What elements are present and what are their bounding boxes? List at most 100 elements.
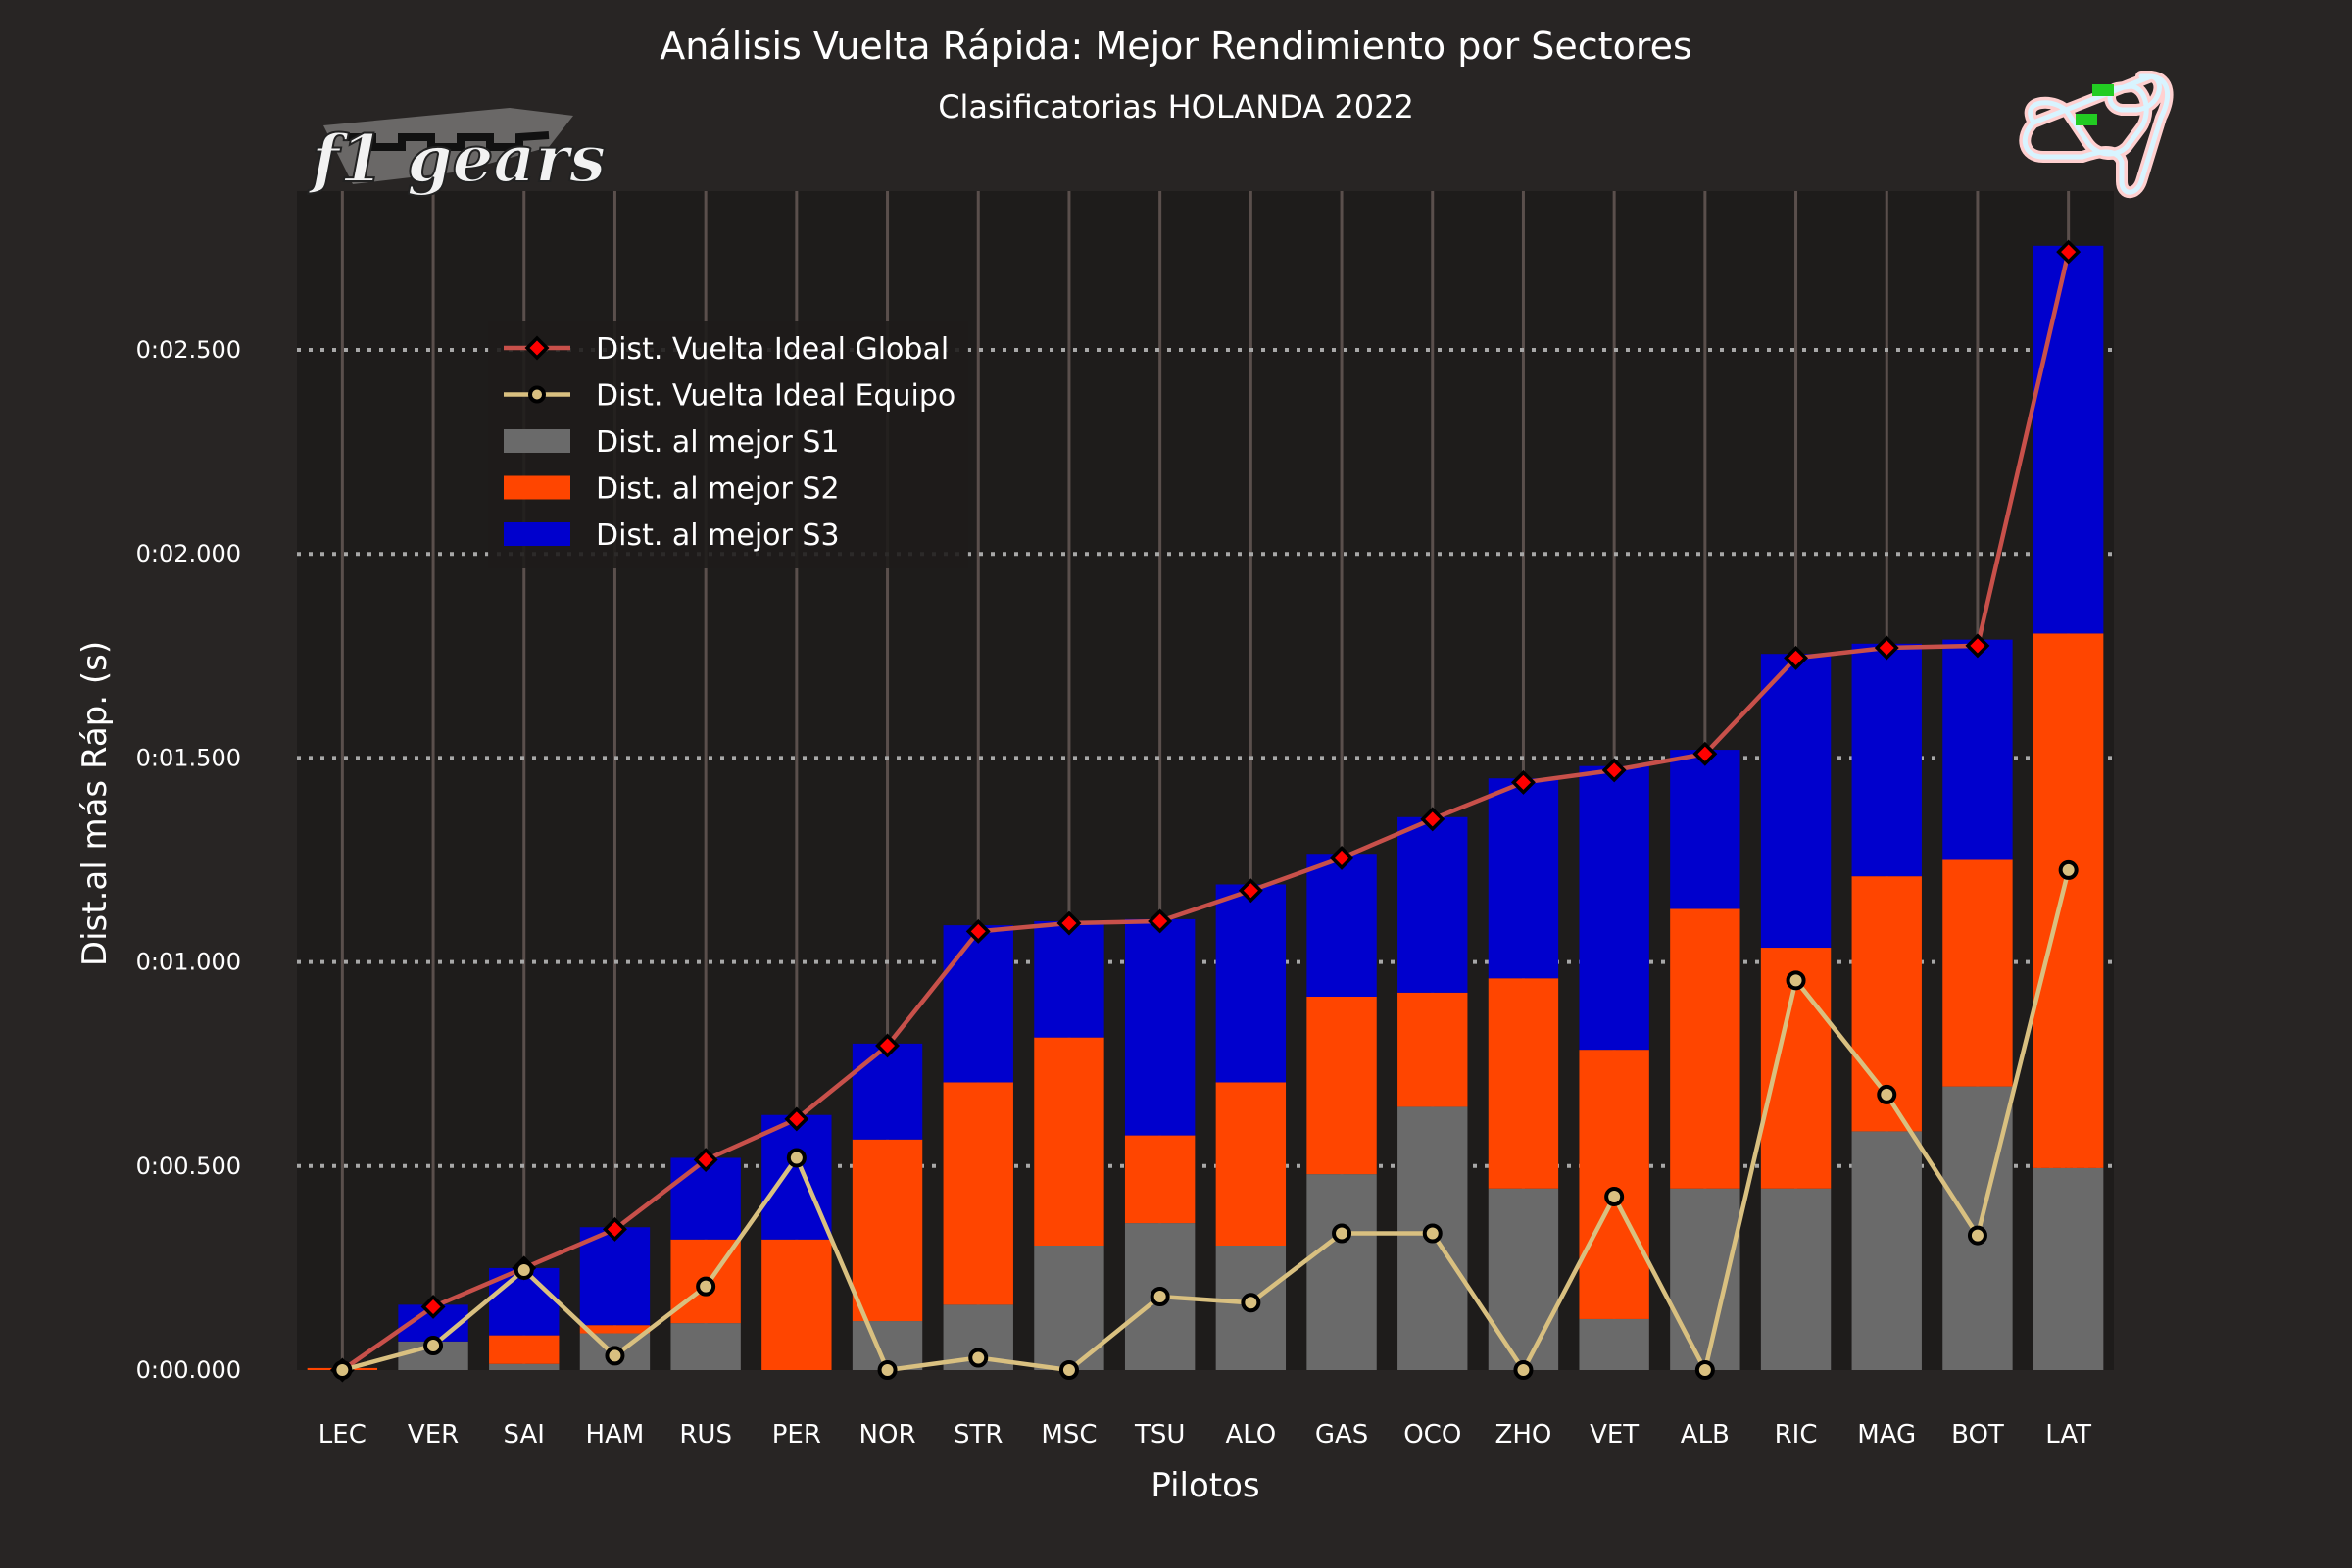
marker-team-vet [1604,1187,1625,1207]
marker-team-mag [1877,1084,1897,1104]
line-team-ideal [341,869,2071,1377]
bar-ric-s1 [1760,1188,1832,1370]
marker-global-alo [1238,878,1263,904]
legend-marker-global-ideal [524,335,550,361]
bar-zho-s1 [1488,1188,1559,1370]
x-tick-label-sai: SAI [504,1420,545,1449]
x-axis-label: Pilotos [1151,1466,1259,1505]
bar-per-s3 [761,1114,832,1240]
y-tick-label-3: 0:01.500 [136,744,241,771]
bar-sai-s2 [489,1335,560,1364]
bar-tsu-s2 [1124,1135,1196,1224]
track-layout-icon [2019,71,2174,199]
bar-alb-s1 [1670,1188,1740,1370]
y-tick-label-0: 0:00.000 [136,1356,241,1384]
bar-nor-s2 [852,1139,923,1322]
x-tick-label-nor: NOR [859,1420,916,1449]
legend: Dist. Vuelta Ideal Global Dist. Vuelta Id… [488,321,968,568]
x-tick-label-alb: ALB [1681,1420,1730,1449]
bar-zho-s2 [1488,978,1559,1189]
legend-label-team-ideal: Dist. Vuelta Ideal Equipo [596,379,956,414]
svg-text:f1 gears: f1 gears [308,121,606,197]
legend-marker-team-ideal [528,385,546,404]
bar-bot-s3 [1942,639,2013,860]
x-axis-ticks: LEC VER SAI HAM RUS PER NOR STR MSC TSU ALO GAS OCO Z… [318,1420,2091,1449]
marker-global-ric [1784,645,1809,670]
legend-label-s3: Dist. al mejor S3 [596,518,840,553]
marker-global-gas [1329,845,1354,870]
y-axis-ticks: 0:00.000 0:00.500 0:01.000 0:01.500 0:02.000… [136,336,241,1384]
marker-global-per [784,1106,809,1132]
bar-gas-s2 [1306,996,1377,1175]
marker-global-alb [1692,741,1718,766]
x-tick-label-zho: ZHO [1495,1420,1552,1449]
stacked-bars [307,245,2104,1370]
bar-oco-s3 [1397,816,1468,993]
marker-global-mag [1874,635,1899,661]
marker-team-lec [332,1360,353,1380]
bar-msc-s2 [1034,1037,1104,1246]
bar-mag-s1 [1851,1131,1922,1370]
legend-label-s2: Dist. al mejor S2 [596,472,840,507]
x-tick-label-ham: HAM [586,1420,645,1449]
marker-global-vet [1601,758,1627,783]
legend-label-global-ideal: Dist. Vuelta Ideal Global [596,332,949,367]
x-tick-label-ver: VER [408,1420,459,1449]
marker-team-zho [1513,1360,1534,1380]
marker-team-gas [1332,1223,1352,1244]
marker-global-ham [602,1216,627,1242]
marker-team-lat [2058,859,2079,880]
x-tick-label-msc: MSC [1041,1420,1097,1449]
bar-gas-s3 [1306,854,1377,997]
bar-bot-s2 [1942,859,2013,1087]
bar-sai-s1 [489,1363,560,1370]
marker-global-oco [1420,807,1446,832]
f1gears-logo: f1 gears [307,108,607,198]
bar-per-s2 [761,1239,832,1370]
bar-ham-s2 [579,1325,651,1334]
marker-team-sai [514,1259,534,1280]
legend-swatch-s1 [504,429,570,453]
x-tick-label-rus: RUS [679,1420,732,1449]
chart-subtitle: Clasificatorias HOLANDA 2022 [938,88,1414,125]
bar-alo-s3 [1215,884,1287,1083]
bar-lat-s3 [2033,245,2104,634]
marker-global-nor [875,1033,901,1058]
marker-global-zho [1510,769,1536,795]
marker-global-str [965,918,991,944]
y-tick-label-5: 0:02.500 [136,336,241,364]
line-global-ideal [341,251,2071,1372]
y-tick-label-4: 0:02.000 [136,540,241,567]
x-tick-label-lec: LEC [318,1420,367,1449]
legend-label-s1: Dist. al mejor S1 [596,425,840,460]
y-tick-label-2: 0:01.000 [136,949,241,976]
x-tick-label-bot: BOT [1951,1420,2004,1449]
bar-str-s2 [943,1082,1013,1305]
bar-alb-s3 [1670,750,1740,909]
x-tick-label-alo: ALO [1225,1420,1276,1449]
bar-oco-s2 [1397,992,1468,1107]
bar-zho-s3 [1488,778,1559,979]
bar-ric-s3 [1760,654,1832,949]
bar-lat-s1 [2033,1167,2104,1370]
bar-alb-s2 [1670,908,1740,1189]
x-tick-label-str: STR [954,1420,1003,1449]
x-tick-label-lat: LAT [2045,1420,2091,1449]
y-tick-label-1: 0:00.500 [136,1152,241,1180]
marker-global-lat [2056,239,2082,265]
x-tick-label-per: PER [772,1420,821,1449]
marker-global-ver [420,1294,446,1319]
marker-team-ver [423,1336,444,1356]
marker-team-ham [605,1346,625,1366]
bar-vet-s1 [1579,1318,1649,1370]
x-tick-label-gas: GAS [1315,1420,1368,1449]
x-tick-label-mag: MAG [1857,1420,1916,1449]
bar-ham-s3 [579,1227,651,1326]
legend-swatch-s3 [504,522,570,546]
marker-team-alo [1241,1293,1261,1313]
chart-title: Análisis Vuelta Rápida: Mejor Rendimient… [660,24,1692,68]
marker-global-tsu [1148,908,1173,934]
bar-mag-s3 [1851,643,1922,877]
marker-team-rus [696,1276,716,1297]
bar-nor-s3 [852,1043,923,1140]
